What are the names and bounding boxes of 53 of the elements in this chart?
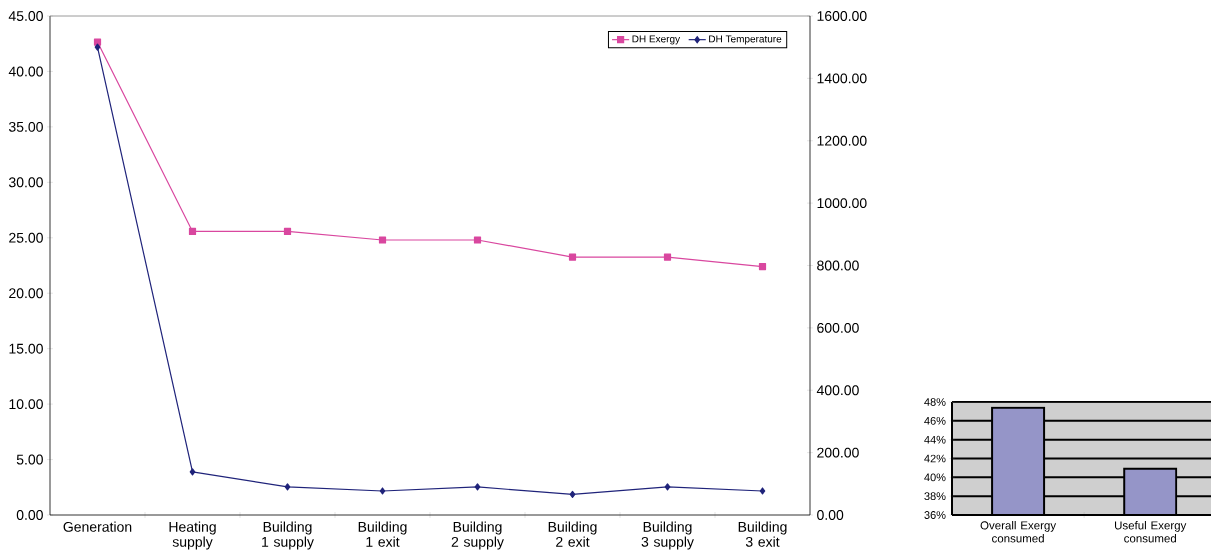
- y-tick-label: 42%: [924, 454, 946, 463]
- point: [94, 43, 101, 51]
- y2-tick-label: 1000.00: [817, 198, 867, 209]
- y-tick-label: 40.00: [8, 66, 43, 77]
- legend-label: DH Exergy: [632, 35, 681, 45]
- y-tick-label: 10.00: [9, 399, 43, 410]
- y-tick-label: 20.00: [9, 288, 43, 299]
- y2-tick-label: 1200.00: [817, 135, 867, 146]
- point: [569, 490, 576, 499]
- y2-tick-label: 200.00: [817, 447, 859, 458]
- y-tick-label: 44%: [924, 435, 946, 444]
- x-tick-label: Building 2 supply: [451, 521, 504, 550]
- point: [284, 483, 291, 491]
- y2-tick-label: 800.00: [817, 260, 859, 271]
- y-tick-label: 15.00: [9, 343, 43, 354]
- y-tick-label: 5.00: [16, 454, 43, 465]
- y-tick-label: 0.00: [16, 510, 43, 520]
- x-tick-label: Generation: [63, 521, 132, 532]
- point: [473, 236, 482, 244]
- point: [664, 483, 671, 491]
- y-tick-label: 40%: [924, 473, 946, 482]
- x-tick-label: Building 1 exit: [358, 521, 407, 547]
- y2-tick-label: 0.00: [817, 510, 844, 520]
- x-tick-label: Building 1 supply: [262, 521, 314, 550]
- y-tick-label: 25.00: [9, 232, 43, 243]
- point: [568, 253, 577, 261]
- point: [759, 487, 766, 495]
- point: [758, 263, 767, 271]
- point: [379, 487, 386, 495]
- point: [189, 468, 196, 476]
- point: [663, 253, 672, 261]
- y-tick-label: 45.00: [8, 11, 43, 21]
- y-tick-label: 36%: [924, 511, 946, 519]
- x-tick-label: Heating supply: [169, 521, 216, 550]
- point: [283, 227, 292, 236]
- y-tick-label: 48%: [924, 398, 946, 406]
- point: [474, 483, 481, 491]
- x-tick-label: Building 2 exit: [548, 521, 597, 547]
- point: [188, 227, 197, 236]
- y2-tick-label: 600.00: [817, 322, 859, 333]
- y2-tick-label: 1600.00: [817, 11, 867, 21]
- x-tick-label: Building 3 exit: [738, 521, 787, 547]
- legend-label: DH Temperature: [709, 35, 782, 45]
- point: [378, 236, 387, 244]
- x-tick-label: Building 3 supply: [641, 521, 694, 550]
- x-tick-label: Useful Exergy consumed: [1115, 521, 1187, 543]
- y-tick-label: 30.00: [8, 177, 43, 188]
- y-tick-label: 35.00: [8, 121, 43, 132]
- y-tick-label: 38%: [924, 492, 946, 501]
- y2-tick-label: 1400.00: [817, 73, 867, 84]
- y2-tick-label: 400.00: [816, 385, 859, 396]
- x-tick-label: Overall Exergy consumed: [980, 521, 1057, 543]
- y-tick-label: 46%: [924, 416, 946, 425]
